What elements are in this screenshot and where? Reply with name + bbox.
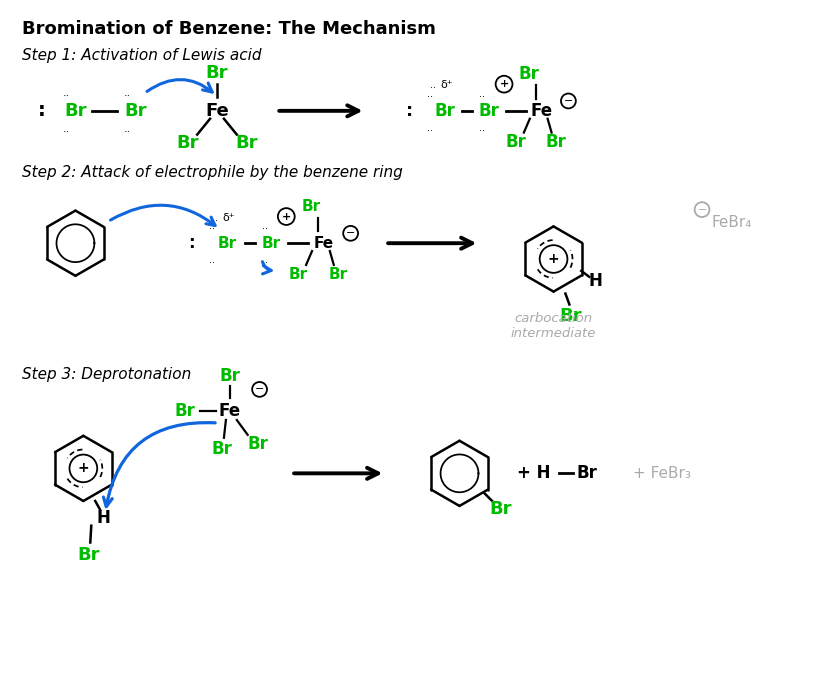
Text: −: − xyxy=(697,205,707,215)
Text: ..: .. xyxy=(430,80,436,90)
Text: Br: Br xyxy=(489,500,513,518)
Text: Br: Br xyxy=(176,135,199,152)
Text: Br: Br xyxy=(77,546,100,564)
Text: Br: Br xyxy=(212,440,232,458)
Text: Fe: Fe xyxy=(314,236,334,251)
Text: Fe: Fe xyxy=(219,402,241,420)
Text: Br: Br xyxy=(218,236,236,251)
Text: Br: Br xyxy=(219,367,241,385)
Text: Br: Br xyxy=(559,307,582,325)
Text: Br: Br xyxy=(328,267,348,282)
Text: −: − xyxy=(564,96,573,106)
Text: +: + xyxy=(77,462,89,475)
Text: Step 1: Activation of Lewis acid: Step 1: Activation of Lewis acid xyxy=(22,48,261,63)
Text: +: + xyxy=(282,211,291,222)
Text: + FeBr₃: + FeBr₃ xyxy=(633,466,691,481)
Text: ..: .. xyxy=(261,255,268,265)
Text: intermediate: intermediate xyxy=(511,326,597,339)
Text: Br: Br xyxy=(175,402,196,420)
Text: Fe: Fe xyxy=(531,102,553,120)
Text: Br: Br xyxy=(124,102,147,120)
Text: Br: Br xyxy=(545,133,566,152)
Text: ..: .. xyxy=(63,124,70,134)
Text: Br: Br xyxy=(302,199,321,214)
Text: Br: Br xyxy=(64,102,87,120)
Text: +: + xyxy=(499,79,508,89)
Text: ..: .. xyxy=(427,122,433,133)
Text: + H: + H xyxy=(517,464,550,482)
Text: ..: .. xyxy=(480,122,485,133)
Text: :: : xyxy=(406,102,413,120)
Text: Br: Br xyxy=(262,236,281,251)
Text: carbocation: carbocation xyxy=(514,311,592,325)
Text: :: : xyxy=(38,101,46,120)
Text: Br: Br xyxy=(247,435,268,453)
Text: Step 2: Attack of electrophile by the benzene ring: Step 2: Attack of electrophile by the be… xyxy=(22,165,403,180)
Text: ..: .. xyxy=(124,88,130,98)
Text: Br: Br xyxy=(288,267,307,282)
Text: +: + xyxy=(548,252,559,266)
Text: :: : xyxy=(189,234,195,252)
Text: Br: Br xyxy=(518,65,539,83)
Text: FeBr₄: FeBr₄ xyxy=(712,215,752,230)
Text: H: H xyxy=(96,509,110,527)
Text: Fe: Fe xyxy=(205,102,229,120)
Text: δ⁺: δ⁺ xyxy=(222,213,235,222)
Text: −: − xyxy=(346,228,355,238)
Text: ..: .. xyxy=(212,213,218,222)
Text: Br: Br xyxy=(479,102,499,120)
Text: δ⁺: δ⁺ xyxy=(440,80,453,90)
Text: ..: .. xyxy=(261,222,268,231)
Text: Br: Br xyxy=(576,464,597,482)
Text: Br: Br xyxy=(206,65,228,82)
Text: Bromination of Benzene: The Mechanism: Bromination of Benzene: The Mechanism xyxy=(22,20,436,38)
Text: ..: .. xyxy=(480,89,485,99)
Text: Br: Br xyxy=(434,102,455,120)
Text: Br: Br xyxy=(505,133,527,152)
Text: Step 3: Deprotonation: Step 3: Deprotonation xyxy=(22,367,191,382)
Text: ..: .. xyxy=(124,124,130,134)
Text: H: H xyxy=(588,272,602,290)
Text: ..: .. xyxy=(427,89,433,99)
Text: ..: .. xyxy=(209,222,215,231)
Text: ..: .. xyxy=(209,255,215,265)
Text: Br: Br xyxy=(236,135,258,152)
Text: ..: .. xyxy=(63,88,70,98)
Text: −: − xyxy=(255,384,265,394)
